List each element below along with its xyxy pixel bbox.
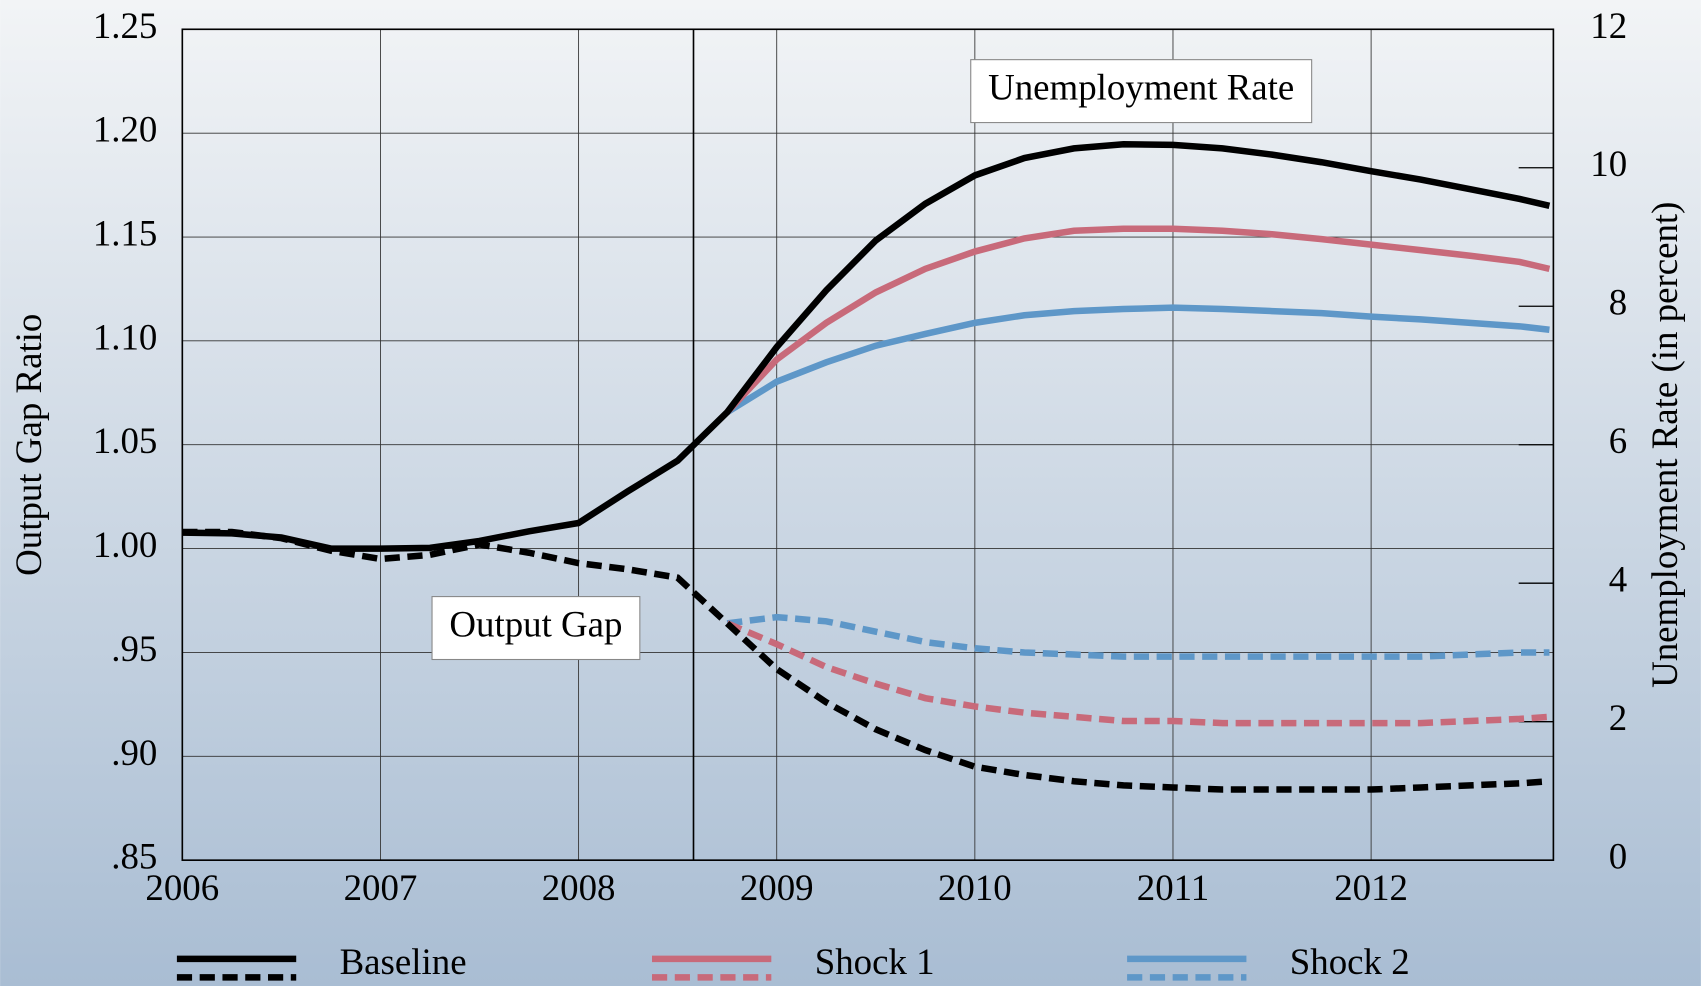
legend-label: Shock 2: [1290, 941, 1410, 982]
x-tick-label: 2007: [344, 867, 418, 908]
plot-frame: [181, 28, 1555, 861]
x-tick-label: 2010: [938, 867, 1012, 908]
y-tick-label: 1.10: [93, 316, 158, 357]
unemployment-line: [182, 140, 1551, 552]
unemployment-line: [725, 304, 1550, 415]
y2-tick-label: 2: [1609, 697, 1627, 738]
y-tick-label: .90: [111, 732, 157, 773]
y-tick-label: 1.05: [93, 420, 158, 461]
output-gap-line: [726, 613, 1550, 660]
x-tick-label: 2009: [740, 867, 814, 908]
annotation-box: [970, 59, 1313, 124]
legend-label: Baseline: [340, 941, 467, 982]
y2-tick-label: 4: [1609, 559, 1627, 600]
output-gap-line: [725, 620, 1550, 727]
legend-label: Shock 1: [815, 941, 935, 982]
y2-tick-label: 0: [1609, 836, 1627, 877]
y-tick-label: 1.15: [93, 212, 158, 253]
annotation-box: [431, 596, 641, 661]
y-tick-label: 1.25: [93, 5, 158, 46]
annotation: Unemployment Rate: [988, 67, 1294, 108]
x-tick-label: 2011: [1137, 867, 1209, 908]
annotation: Output Gap: [449, 604, 622, 645]
y2-axis-title: Unemployment Rate (in percent): [1644, 202, 1686, 688]
y2-tick-label: 10: [1590, 143, 1627, 184]
y2-tick-label: 8: [1609, 282, 1627, 323]
unemployment-line: [724, 225, 1551, 415]
output-gap-line: [182, 528, 1550, 793]
y-axis-title: Output Gap Ratio: [8, 314, 49, 576]
y-tick-label: .95: [111, 628, 157, 669]
x-tick-label: 2008: [542, 867, 616, 908]
y-tick-label: 1.00: [93, 524, 158, 565]
y-tick-label: 1.20: [93, 109, 158, 150]
x-tick-label: 2006: [145, 867, 219, 908]
x-tick-label: 2012: [1334, 867, 1408, 908]
y-tick-label: .85: [111, 836, 157, 877]
y2-tick-label: 12: [1590, 5, 1627, 46]
y2-tick-label: 6: [1609, 420, 1627, 461]
